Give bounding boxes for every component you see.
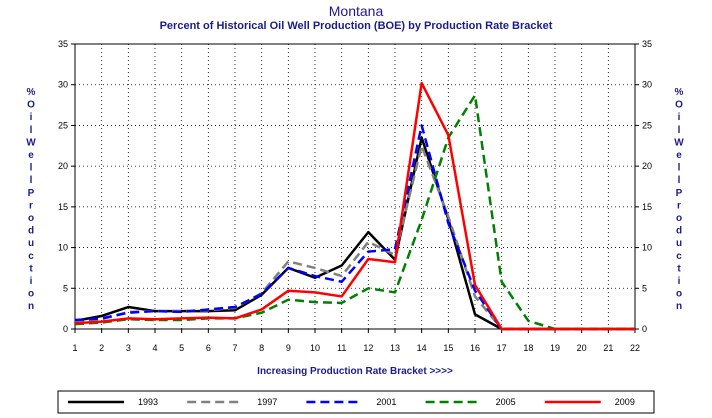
chart-subtitle: Percent of Historical Oil Well Productio… xyxy=(159,20,553,32)
y-axis-title-char: c xyxy=(28,251,34,262)
y-axis-title-char: r xyxy=(677,200,681,211)
y-axis-title-char: O xyxy=(27,100,35,111)
y-axis-title-char: O xyxy=(675,100,683,111)
x-tick-label: 7 xyxy=(232,343,237,353)
y-axis-title-char: W xyxy=(674,137,684,148)
x-tick-label: 3 xyxy=(126,343,131,353)
x-tick-label: 4 xyxy=(152,343,157,353)
y-axis-title-char: l xyxy=(678,175,681,186)
legend-label-1993: 1993 xyxy=(138,397,158,407)
y-axis-title-char: P xyxy=(28,188,35,199)
legend: 1993 1997 2001 2005 2009 xyxy=(68,397,635,407)
x-tick-label: 9 xyxy=(286,343,291,353)
x-tick-label: 10 xyxy=(310,343,320,353)
y-axis-title-char: % xyxy=(675,87,684,98)
legend-label-2009: 2009 xyxy=(615,397,635,407)
x-tick-label: 13 xyxy=(390,343,400,353)
x-tick-label: 18 xyxy=(523,343,533,353)
y-axis-title-char: o xyxy=(676,289,682,300)
x-tick-label: 5 xyxy=(179,343,184,353)
x-tick-label: 11 xyxy=(337,343,346,353)
y-tick-label-right: 5 xyxy=(642,283,647,293)
series-line-2005 xyxy=(74,94,635,331)
y-tick-label-left: 15 xyxy=(58,202,68,212)
y-tick-label-left: 10 xyxy=(58,243,68,253)
y-axis-title-char: t xyxy=(29,263,33,274)
y-axis-right: 0 5 10 15 20 25 30 35 xyxy=(635,39,652,334)
y-axis-title-char: o xyxy=(28,213,34,224)
y-axis-title-char: d xyxy=(676,226,682,237)
y-axis-title-char: d xyxy=(28,226,34,237)
x-tick-label: 2 xyxy=(99,343,104,353)
x-tick-label: 12 xyxy=(363,343,373,353)
y-axis-title-char: i xyxy=(30,276,33,287)
y-tick-label-right: 30 xyxy=(642,80,652,90)
y-axis-title-char: l xyxy=(30,125,33,136)
y-axis-title-char: i xyxy=(30,112,33,123)
y-tick-label-right: 10 xyxy=(642,243,652,253)
y-axis-title-char: r xyxy=(29,200,33,211)
chart-title: Montana xyxy=(328,3,384,19)
series-line-2009 xyxy=(74,81,635,331)
y-axis-title-char: t xyxy=(677,263,681,274)
x-axis-title: Increasing Production Rate Bracket >>>> xyxy=(257,366,453,377)
y-tick-label-left: 5 xyxy=(63,283,68,293)
x-tick-label: 16 xyxy=(470,343,480,353)
series-line-1997 xyxy=(74,144,635,331)
x-tick-label: 19 xyxy=(550,343,560,353)
y-tick-label-right: 35 xyxy=(642,39,652,49)
y-axis-title-char: l xyxy=(678,125,681,136)
x-axis: 1 2 3 4 5 6 7 8 9 10 11 12 13 14 15 16 17 18 19 20 21 22 xyxy=(72,329,640,353)
y-axis-title-char: n xyxy=(28,301,34,312)
y-axis-title-char: e xyxy=(676,150,682,161)
y-axis-title-char: u xyxy=(676,238,682,249)
x-tick-label: 20 xyxy=(577,343,587,353)
y-axis-title-char: n xyxy=(676,301,682,312)
x-tick-label: 1 xyxy=(72,343,77,353)
y-axis-title-char: l xyxy=(678,163,681,174)
x-tick-label: 14 xyxy=(417,343,427,353)
legend-box xyxy=(57,390,655,414)
y-axis-title-char: P xyxy=(676,188,683,199)
y-axis-title-char: % xyxy=(27,87,36,98)
legend-label-2005: 2005 xyxy=(496,397,516,407)
y-tick-label-left: 35 xyxy=(58,39,68,49)
y-axis-title-char: u xyxy=(28,238,34,249)
x-tick-label: 17 xyxy=(497,343,507,353)
y-axis-title-char: i xyxy=(678,276,681,287)
x-tick-label: 21 xyxy=(603,343,613,353)
grid-lines xyxy=(74,43,636,330)
y-tick-label-left: 0 xyxy=(63,324,68,334)
y-axis-left: 0 5 10 15 20 25 30 35 xyxy=(58,39,75,334)
y-tick-label-left: 30 xyxy=(58,80,68,90)
x-tick-label: 15 xyxy=(443,343,453,353)
legend-label-2001: 2001 xyxy=(376,397,396,407)
x-tick-label: 8 xyxy=(259,343,264,353)
y-tick-label-left: 25 xyxy=(58,120,68,130)
series-lines xyxy=(74,81,635,331)
y-axis-title-char: o xyxy=(28,289,34,300)
plot-frame xyxy=(74,43,636,330)
y-axis-title-char: e xyxy=(28,150,34,161)
y-tick-label-right: 0 xyxy=(642,324,647,334)
x-tick-label: 22 xyxy=(630,343,640,353)
y-tick-label-right: 25 xyxy=(642,120,652,130)
y-tick-label-left: 20 xyxy=(58,161,68,171)
y-axis-title-char: l xyxy=(30,163,33,174)
y-axis-title-char: o xyxy=(676,213,682,224)
y-axis-title-char: i xyxy=(678,112,681,123)
series-line-2001 xyxy=(74,124,635,331)
y-tick-label-right: 20 xyxy=(642,161,652,171)
y-axis-title-char: W xyxy=(26,137,36,148)
legend-label-1997: 1997 xyxy=(257,397,277,407)
y-tick-label-right: 15 xyxy=(642,202,652,212)
y-axis-title-char: l xyxy=(30,175,33,186)
x-tick-label: 6 xyxy=(206,343,211,353)
y-axis-title-char: c xyxy=(676,251,682,262)
